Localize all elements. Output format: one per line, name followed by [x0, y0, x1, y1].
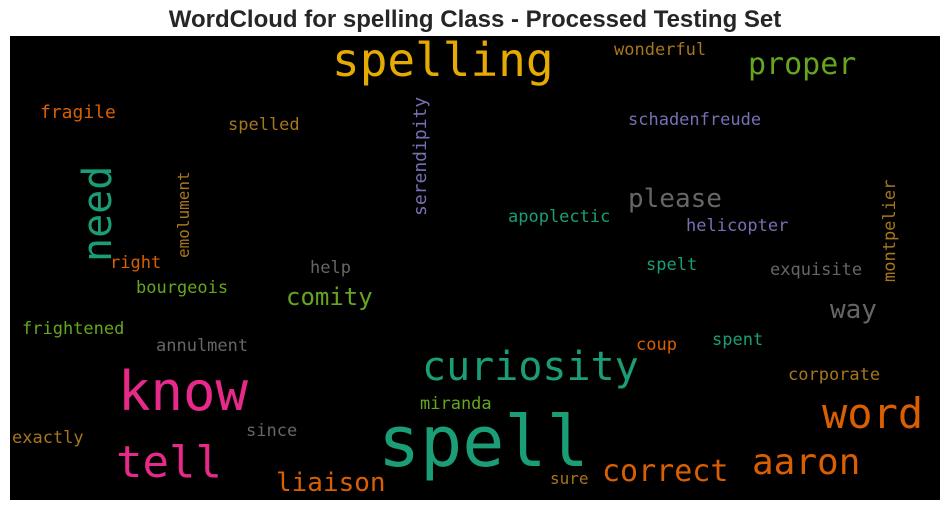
- word-apoplectic: apoplectic: [508, 207, 611, 227]
- word-way: way: [830, 295, 877, 325]
- word-comity: comity: [286, 283, 373, 311]
- word-tell: tell: [116, 437, 222, 488]
- word-spelled: spelled: [228, 115, 300, 135]
- word-know: know: [118, 360, 249, 423]
- word-fragile: fragile: [40, 102, 116, 123]
- word-serendipity: serendipity: [410, 96, 431, 216]
- word-proper: proper: [748, 47, 857, 82]
- word-emolument: emolument: [174, 171, 193, 258]
- word-miranda: miranda: [420, 394, 492, 414]
- word-please: please: [628, 184, 722, 214]
- word-since: since: [246, 421, 298, 441]
- word-curiosity: curiosity: [422, 344, 639, 390]
- word-exquisite: exquisite: [770, 260, 863, 280]
- word-annulment: annulment: [156, 336, 249, 356]
- word-aaron: aaron: [752, 442, 861, 483]
- word-bourgeois: bourgeois: [136, 278, 229, 298]
- word-sure: sure: [550, 469, 589, 488]
- word-wonderful: wonderful: [614, 40, 707, 60]
- word-spell: spell: [378, 401, 589, 483]
- word-helicopter: helicopter: [686, 216, 789, 236]
- word-montpelier: montpelier: [880, 179, 900, 282]
- word-corporate: corporate: [788, 365, 881, 385]
- word-spelling: spelling: [332, 36, 554, 87]
- word-need: need: [75, 165, 121, 262]
- word-right: right: [110, 253, 162, 273]
- word-schadenfreude: schadenfreude: [628, 110, 762, 130]
- wordcloud-title: WordCloud for spelling Class - Processed…: [168, 6, 782, 33]
- word-exactly: exactly: [12, 428, 84, 448]
- word-correct: correct: [602, 454, 729, 489]
- word-liaison: liaison: [276, 468, 386, 498]
- wordcloud-canvas: spelling proper wonderful fragile spelle…: [10, 36, 940, 500]
- word-spent: spent: [712, 330, 764, 350]
- word-help: help: [310, 258, 351, 278]
- word-coup: coup: [636, 335, 677, 355]
- word-spelt: spelt: [646, 255, 698, 275]
- word-word: word: [822, 389, 924, 438]
- word-frightened: frightened: [22, 319, 125, 339]
